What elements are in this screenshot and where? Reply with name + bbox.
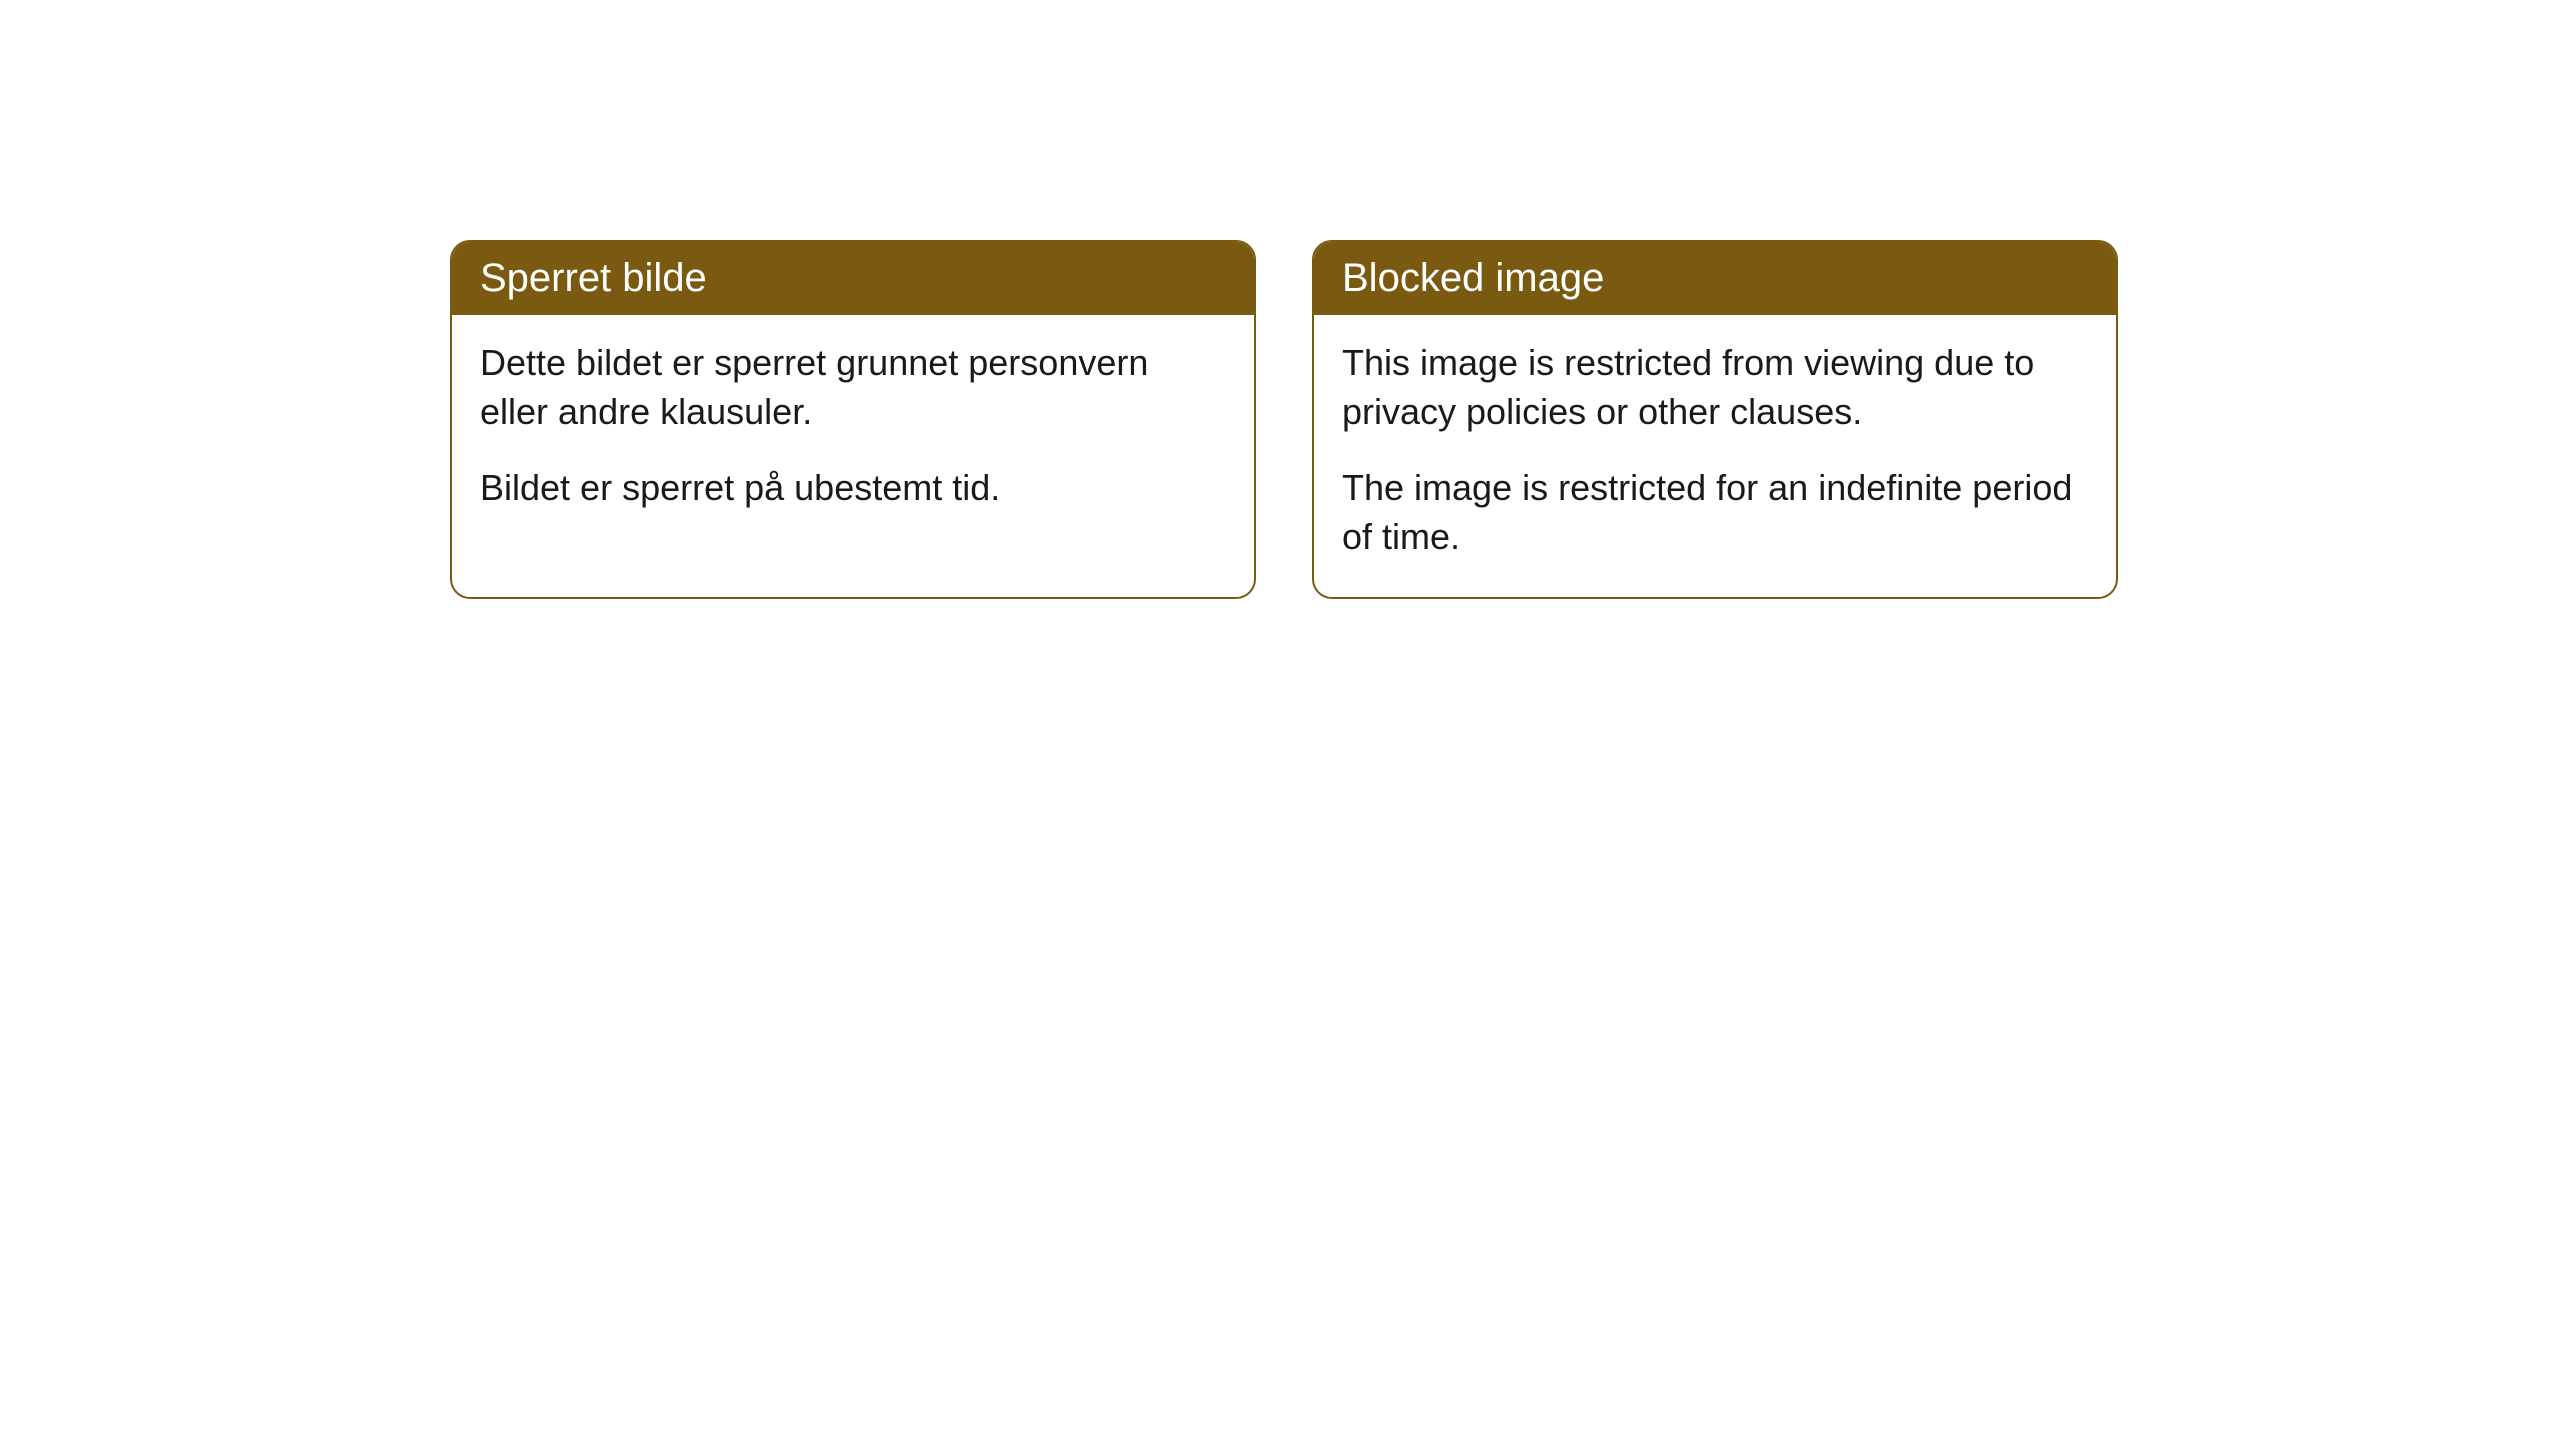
cards-container: Sperret bilde Dette bildet er sperret gr… xyxy=(0,0,2560,599)
card-para2-no: Bildet er sperret på ubestemt tid. xyxy=(480,464,1226,513)
card-header-no: Sperret bilde xyxy=(452,242,1254,315)
card-para2-en: The image is restricted for an indefinit… xyxy=(1342,464,2088,561)
card-header-en: Blocked image xyxy=(1314,242,2116,315)
card-para1-no: Dette bildet er sperret grunnet personve… xyxy=(480,339,1226,436)
card-body-no: Dette bildet er sperret grunnet personve… xyxy=(452,315,1254,549)
blocked-image-card-en: Blocked image This image is restricted f… xyxy=(1312,240,2118,599)
card-title-en: Blocked image xyxy=(1342,256,1604,300)
card-body-en: This image is restricted from viewing du… xyxy=(1314,315,2116,597)
blocked-image-card-no: Sperret bilde Dette bildet er sperret gr… xyxy=(450,240,1256,599)
card-title-no: Sperret bilde xyxy=(480,256,707,300)
card-para1-en: This image is restricted from viewing du… xyxy=(1342,339,2088,436)
